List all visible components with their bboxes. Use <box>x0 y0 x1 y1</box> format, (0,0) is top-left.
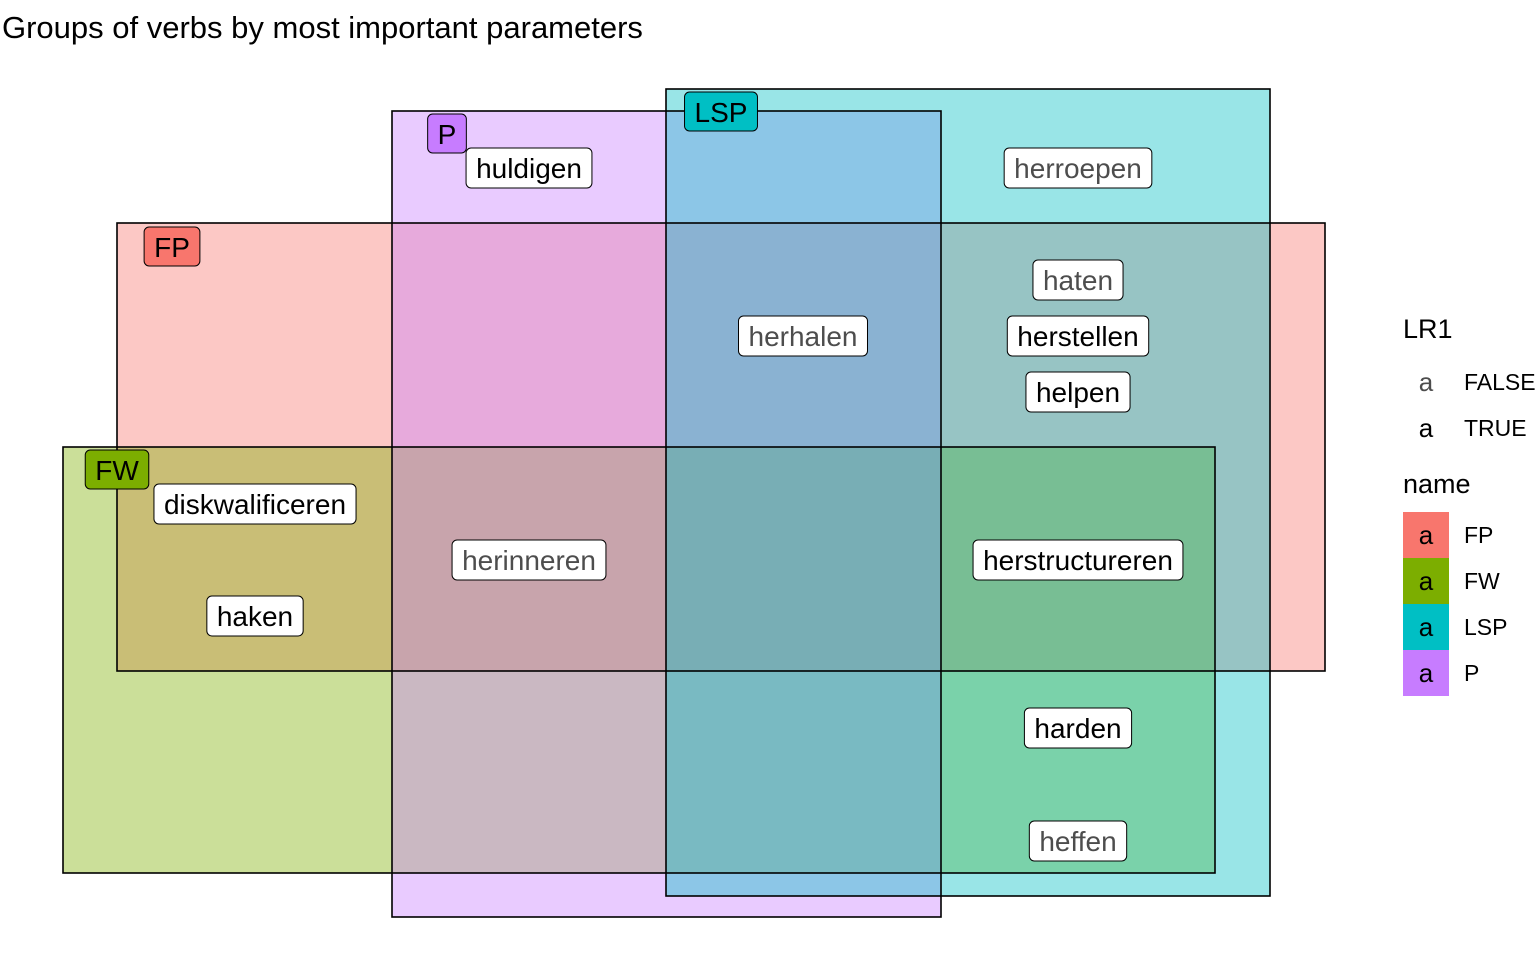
set-outline-fw <box>62 446 1216 874</box>
verb-text: herroepen <box>1014 153 1142 184</box>
set-tags: FP FW P LSP <box>84 91 758 490</box>
verb-label: haten <box>1032 259 1124 301</box>
verb-label: herstructureren <box>972 539 1184 581</box>
set-tag-lsp: LSP <box>684 91 758 132</box>
verb-label: huldigen <box>465 147 593 189</box>
legend-swatch-fp <box>1403 512 1449 558</box>
verb-label: helpen <box>1025 371 1131 413</box>
verb-text: diskwalificeren <box>164 489 346 520</box>
verb-label: harden <box>1023 707 1133 749</box>
set-tag-fp: FP <box>143 226 201 267</box>
legend-title-lr1: LR1 <box>1403 314 1453 344</box>
legend-title-name: name <box>1403 469 1471 499</box>
set-outline-lsp <box>665 88 1271 897</box>
legend-label-name: P <box>1464 660 1479 686</box>
set-tag-fw: FW <box>84 449 150 490</box>
verb-text: heffen <box>1039 826 1116 857</box>
verb-label: heffen <box>1028 820 1128 862</box>
verb-text: haten <box>1043 265 1113 296</box>
verb-label-box <box>972 539 1184 581</box>
legend-swatch-fw <box>1403 558 1449 604</box>
set-tag-label: FP <box>154 232 190 263</box>
verb-text: haken <box>217 601 293 632</box>
legend-swatch-p <box>1403 650 1449 696</box>
verb-text: herhalen <box>749 321 858 352</box>
verb-label: haken <box>206 595 304 637</box>
legend-key-lr1: a <box>1419 367 1434 397</box>
verb-label: diskwalificeren <box>153 483 357 525</box>
verb-label-box <box>206 595 304 637</box>
verb-text: herstructureren <box>983 545 1173 576</box>
verb-label-box <box>1006 315 1150 357</box>
set-tag-box <box>143 226 201 267</box>
verb-label: herhalen <box>738 315 868 357</box>
set-tag-label: P <box>438 119 457 150</box>
set-tag-box <box>427 113 467 154</box>
legend: LR1 a FALSE a TRUE name a FP a FW a LSP a P <box>1403 314 1536 696</box>
verb-label-box <box>153 483 357 525</box>
verb-label-box <box>1028 820 1128 862</box>
set-tag-box <box>84 449 150 490</box>
legend-key-name: a <box>1419 612 1434 642</box>
set-tag-box <box>684 91 758 132</box>
legend-key-lr1: a <box>1419 413 1434 443</box>
verb-label-box <box>451 539 607 581</box>
verb-text: helpen <box>1036 377 1120 408</box>
legend-label-name: LSP <box>1464 614 1507 640</box>
set-tag-label: LSP <box>695 97 748 128</box>
legend-label-lr1: FALSE <box>1464 369 1536 395</box>
verb-label-box <box>465 147 593 189</box>
verb-labels: huldigen herroepen herhalen haten herstellen… <box>153 147 1184 862</box>
verb-label: herinneren <box>451 539 607 581</box>
chart-title: Groups of verbs by most important parame… <box>2 10 643 45</box>
verb-label: herroepen <box>1003 147 1153 189</box>
verb-label-box <box>738 315 868 357</box>
verb-label-box <box>1025 371 1131 413</box>
legend-key-name: a <box>1419 520 1434 550</box>
legend-swatch-lsp <box>1403 604 1449 650</box>
verb-label-box <box>1032 259 1124 301</box>
set-tag-label: FW <box>95 455 139 486</box>
legend-label-name: FP <box>1464 522 1493 548</box>
legend-key-name: a <box>1419 566 1434 596</box>
verb-text: herstellen <box>1017 321 1138 352</box>
legend-label-name: FW <box>1464 568 1500 594</box>
verb-label-box <box>1003 147 1153 189</box>
legend-label-lr1: TRUE <box>1464 415 1527 441</box>
verb-label: herstellen <box>1006 315 1150 357</box>
set-regions <box>62 88 1326 918</box>
set-tag-p: P <box>427 113 467 154</box>
verb-text: harden <box>1034 713 1121 744</box>
verb-label-box <box>1023 707 1133 749</box>
set-region-lsp <box>666 89 1270 896</box>
verb-text: herinneren <box>462 545 596 576</box>
verb-text: huldigen <box>476 153 582 184</box>
legend-key-name: a <box>1419 658 1434 688</box>
